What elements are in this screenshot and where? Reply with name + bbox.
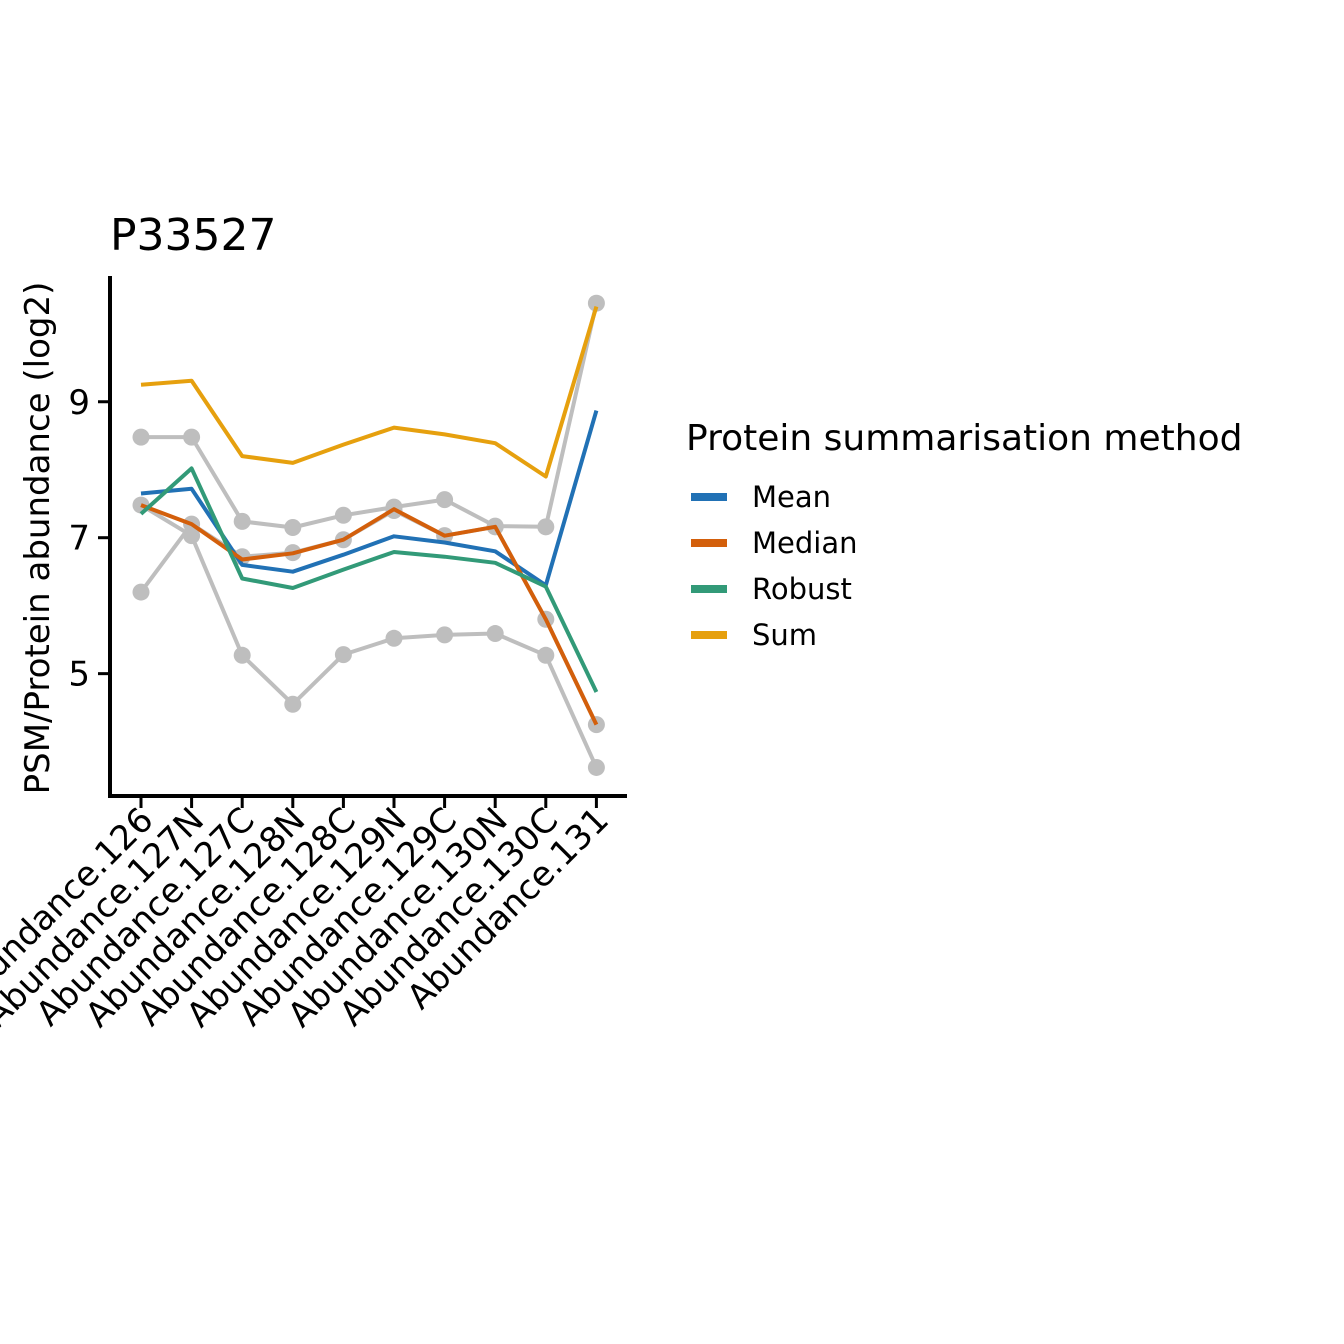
psm-point-3-1 [132,583,150,601]
psm-line-1 [141,302,599,530]
y-tick-label-5: 5 [68,655,90,695]
y-tick-label-7: 7 [68,519,90,559]
psm-point-2-7 [436,626,454,644]
y-axis-title: PSM/Protein abundance (log2) [18,282,58,795]
y-tick-label-9: 9 [68,383,90,423]
legend-label-sum: Sum [752,618,817,652]
psm-point-2-9 [537,646,555,664]
axes: 579Abundance.126Abundance.127NAbundance.… [0,276,627,1035]
legend-label-robust: Robust [752,572,852,606]
psm-point-1-9 [537,518,555,536]
legend-label-mean: Mean [752,480,831,514]
psm-point-2-3 [233,646,251,664]
psm-point-1-3 [233,512,251,530]
legend-label-median: Median [752,526,857,560]
legend: Protein summarisation method Mean Median R… [686,418,1242,652]
psm-point-2-5 [334,646,352,664]
psm-point-2-8 [486,625,504,643]
psm-point-2-10 [587,758,605,776]
psm-point-1-7 [436,491,454,509]
psm-line-2 [139,503,599,769]
psm-point-1-4 [284,519,302,537]
psm-point-1-5 [334,506,352,524]
series-line-robust [139,466,599,693]
psm-line-3 [139,508,599,726]
psm-point-1-2 [183,428,201,446]
psm-point-2-6 [385,629,403,647]
psm-point-1-10 [587,294,605,312]
legend-title: Protein summarisation method [686,418,1242,459]
psm-point-3-10 [587,716,605,734]
psm-point-2-4 [284,695,302,713]
series-line-sum [140,306,599,479]
psm-point-1-1 [132,428,150,446]
plot-area [132,294,605,776]
series-line-median [140,503,599,726]
chart-title: P33527 [110,210,277,261]
